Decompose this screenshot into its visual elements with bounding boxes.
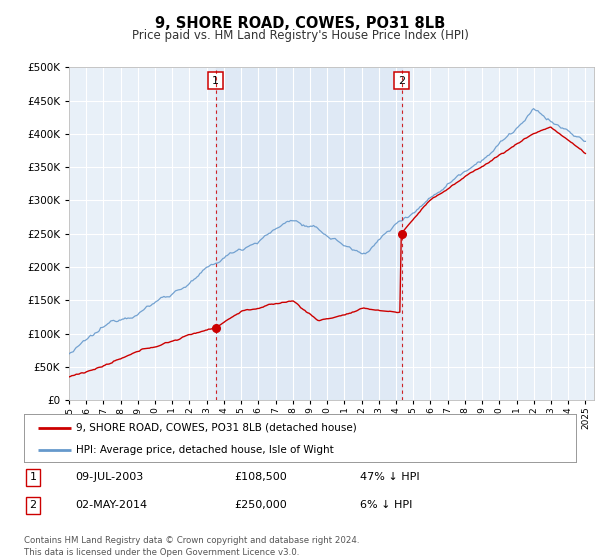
- Text: 09-JUL-2003: 09-JUL-2003: [75, 472, 143, 482]
- Text: 1: 1: [29, 472, 37, 482]
- Text: £250,000: £250,000: [234, 500, 287, 510]
- Text: 9, SHORE ROAD, COWES, PO31 8LB (detached house): 9, SHORE ROAD, COWES, PO31 8LB (detached…: [76, 423, 357, 433]
- Text: 1: 1: [212, 76, 219, 86]
- Text: 2: 2: [398, 76, 406, 86]
- Text: 47% ↓ HPI: 47% ↓ HPI: [360, 472, 419, 482]
- Text: 2: 2: [29, 500, 37, 510]
- Text: 6% ↓ HPI: 6% ↓ HPI: [360, 500, 412, 510]
- Text: £108,500: £108,500: [234, 472, 287, 482]
- Text: HPI: Average price, detached house, Isle of Wight: HPI: Average price, detached house, Isle…: [76, 445, 334, 455]
- Bar: [215, 67, 402, 400]
- Text: Price paid vs. HM Land Registry's House Price Index (HPI): Price paid vs. HM Land Registry's House …: [131, 29, 469, 42]
- Text: Contains HM Land Registry data © Crown copyright and database right 2024.
This d: Contains HM Land Registry data © Crown c…: [24, 536, 359, 557]
- Text: 9, SHORE ROAD, COWES, PO31 8LB: 9, SHORE ROAD, COWES, PO31 8LB: [155, 16, 445, 31]
- Text: 02-MAY-2014: 02-MAY-2014: [75, 500, 147, 510]
